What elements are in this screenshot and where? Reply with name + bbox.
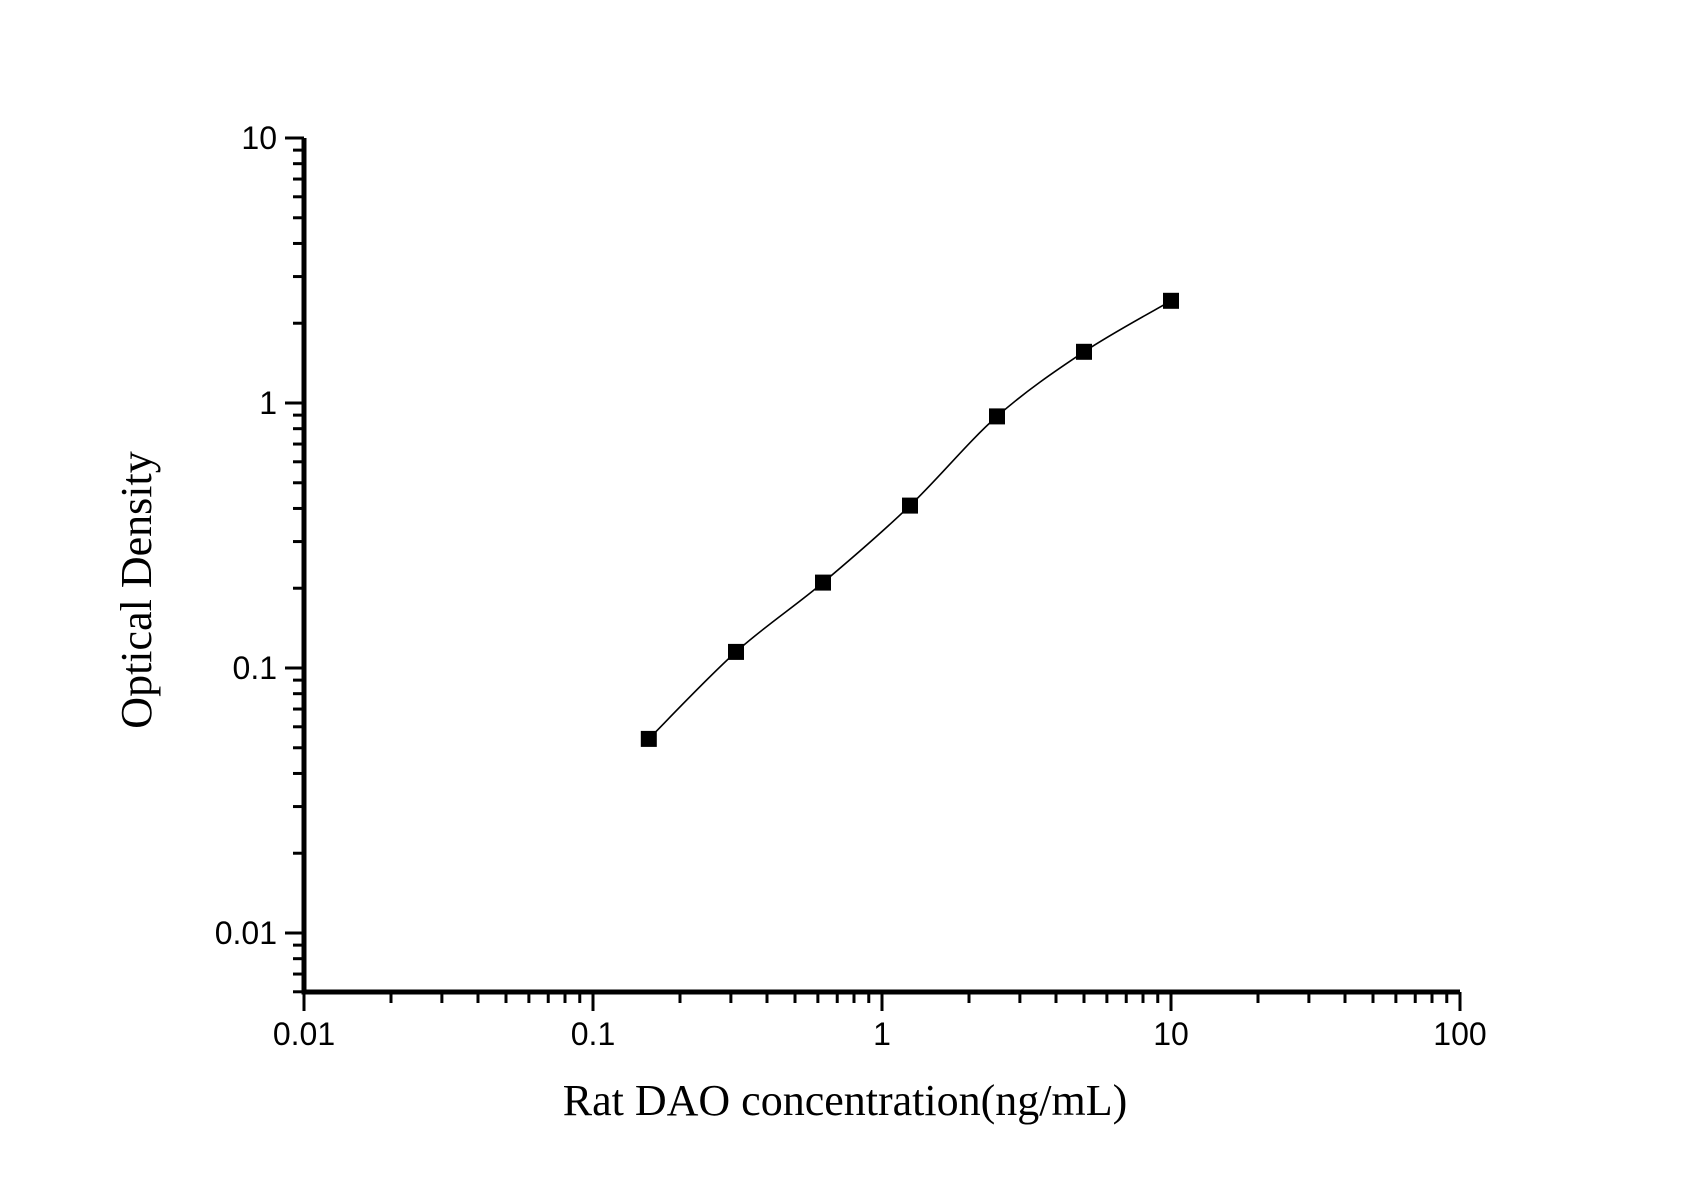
tick-labels-group: 0.01 0.1 1 10 100 0.01 0.1 1 10 <box>215 120 1487 1052</box>
x-axis-title: Rat DAO concentration(ng/mL) <box>563 1076 1128 1125</box>
standard-curve-line <box>648 300 1172 740</box>
data-point-marker <box>640 730 657 747</box>
data-point-marker <box>728 643 744 660</box>
x-tick-label: 100 <box>1433 1016 1486 1052</box>
x-tick-label: 1 <box>873 1016 891 1052</box>
axes-group <box>301 138 1460 995</box>
x-tick-label: 10 <box>1153 1016 1189 1052</box>
data-point-marker <box>1076 343 1092 360</box>
data-point-marker <box>1163 292 1179 309</box>
x-tick-label: 0.01 <box>273 1016 335 1052</box>
x-tick-label: 0.1 <box>571 1016 615 1052</box>
ticks-group <box>285 136 1462 1011</box>
y-tick-label: 0.01 <box>215 915 277 951</box>
y-axis-title: Optical Density <box>112 451 161 728</box>
data-point-marker <box>902 497 918 514</box>
y-tick-label: 10 <box>241 120 277 156</box>
y-tick-label: 0.1 <box>233 650 277 686</box>
y-tick-label: 1 <box>259 385 277 421</box>
data-series-group <box>640 292 1179 747</box>
data-point-marker <box>815 574 831 591</box>
data-point-marker <box>989 408 1005 425</box>
